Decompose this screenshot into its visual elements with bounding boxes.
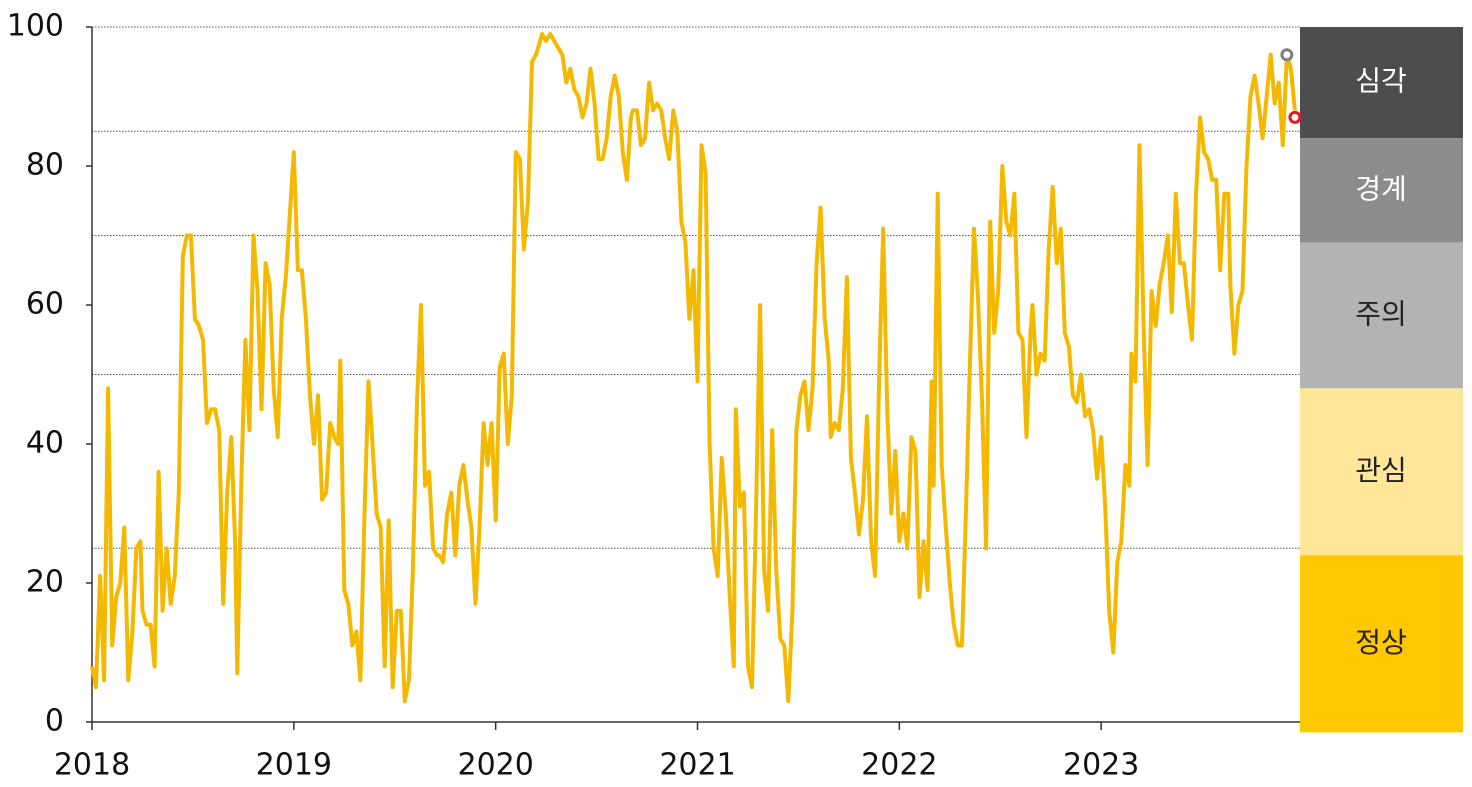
x-tick-label: 2021 [659,748,735,783]
x-tick-label: 2023 [1063,748,1139,783]
zone-band [1300,242,1463,389]
x-tick-label: 2022 [861,748,937,783]
end-marker [1288,110,1302,124]
x-tick-label: 2018 [54,748,130,783]
data-line [90,32,1297,704]
y-tick-label: 60 [26,287,64,322]
zone-band [1300,138,1463,243]
y-tick-label: 20 [26,565,64,600]
y-tick-label: 0 [45,704,64,739]
zone-label: 정상 [1355,626,1407,659]
zone-band [1300,388,1463,556]
zone-band [1300,27,1463,139]
zone-band [1300,555,1463,733]
zone-label: 심각 [1355,65,1407,98]
zone-label: 경계 [1355,172,1407,205]
y-tick-label: 40 [26,426,64,461]
x-tick-label: 2020 [457,748,533,783]
zone-label: 주의 [1355,297,1407,330]
zone-label: 관심 [1355,454,1407,487]
x-tick-label: 2019 [256,748,332,783]
y-tick-label: 80 [26,148,64,183]
end-marker [1280,48,1294,62]
y-tick-label: 100 [7,9,64,44]
